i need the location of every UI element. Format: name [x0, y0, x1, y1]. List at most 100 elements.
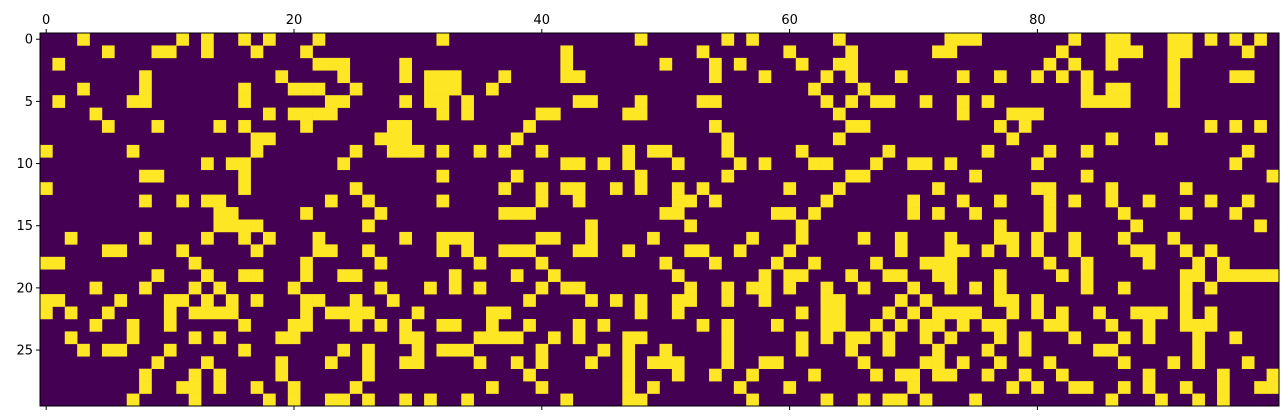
- heatmap-cell: [486, 306, 499, 320]
- heatmap-cell: [1179, 207, 1193, 220]
- heatmap-cell: [783, 244, 797, 258]
- heatmap-cell: [139, 281, 152, 295]
- heatmap-cell: [535, 381, 549, 394]
- heatmap-cell: [510, 356, 524, 369]
- heatmap-cell: [300, 318, 313, 332]
- heatmap-cell: [671, 157, 685, 171]
- heatmap-cell: [436, 244, 450, 258]
- heatmap-cell: [572, 70, 586, 84]
- heatmap-cell: [1204, 281, 1218, 295]
- heatmap-cell: [919, 256, 933, 270]
- heatmap-cell: [498, 306, 512, 320]
- heatmap-cell: [176, 244, 189, 258]
- heatmap-cell: [238, 95, 251, 108]
- heatmap-cell: [1204, 194, 1218, 208]
- heatmap-cell: [238, 269, 251, 282]
- heatmap-cell: [721, 356, 735, 369]
- heatmap-cell: [362, 244, 375, 258]
- heatmap-cell: [510, 244, 524, 258]
- heatmap-cell: [560, 157, 574, 171]
- y-axis-ticks: 0 5 10 15 20 25: [16, 33, 40, 359]
- heatmap-cell: [238, 231, 251, 245]
- heatmap-cell: [1179, 281, 1193, 295]
- heatmap-cell: [473, 356, 487, 369]
- heatmap-cell: [1179, 45, 1193, 59]
- heatmap-cell: [944, 231, 958, 245]
- heatmap-cell: [981, 343, 995, 357]
- heatmap-cell: [709, 70, 722, 84]
- heatmap-cell: [448, 269, 462, 282]
- heatmap-cell: [671, 194, 685, 208]
- heatmap-cell: [894, 231, 908, 245]
- heatmap-cell: [956, 306, 970, 320]
- heatmap-cell: [40, 306, 53, 320]
- heatmap-cell: [1006, 107, 1020, 121]
- heatmap-cell: [919, 318, 933, 332]
- heatmap-cell: [324, 393, 338, 407]
- heatmap-cell: [349, 82, 363, 96]
- heatmap-cell: [1217, 269, 1230, 282]
- heatmap-cell: [758, 281, 772, 295]
- heatmap-cell: [411, 331, 425, 345]
- heatmap-cell: [956, 244, 970, 258]
- heatmap-cell: [585, 244, 598, 258]
- heatmap-cell: [349, 144, 363, 158]
- heatmap-cell: [981, 368, 995, 382]
- y-tick-label: 15: [16, 219, 33, 234]
- heatmap-cell: [733, 57, 747, 71]
- heatmap-cell: [362, 219, 375, 233]
- heatmap-cell: [1031, 306, 1044, 320]
- heatmap-cell: [300, 256, 313, 270]
- heatmap-cell: [213, 194, 227, 208]
- heatmap-cell: [238, 157, 251, 171]
- heatmap-cell: [1006, 132, 1020, 146]
- heatmap-cell: [820, 281, 834, 295]
- heatmap-cell: [1192, 269, 1205, 282]
- heatmap-cell: [1167, 356, 1181, 369]
- heatmap-cell: [238, 219, 251, 233]
- heatmap-cell: [436, 70, 450, 84]
- heatmap-cell: [1117, 95, 1131, 108]
- heatmap-cell: [932, 182, 945, 195]
- heatmap-cell: [560, 281, 574, 295]
- heatmap-cell: [832, 294, 846, 307]
- heatmap-cell: [894, 294, 908, 307]
- heatmap-cell: [498, 331, 512, 345]
- heatmap-cell: [882, 269, 896, 282]
- heatmap-cell: [188, 393, 202, 407]
- heatmap-cell: [1179, 182, 1193, 195]
- heatmap-cell: [1167, 95, 1181, 108]
- heatmap-cell: [448, 231, 462, 245]
- heatmap-cell: [994, 70, 1007, 84]
- heatmap-cell: [535, 107, 549, 121]
- heatmap-cell: [275, 70, 289, 84]
- heatmap-cell: [845, 120, 859, 133]
- heatmap-cell: [758, 157, 772, 171]
- heatmap-cell: [771, 207, 784, 220]
- heatmap-cell: [523, 318, 536, 332]
- heatmap-cell: [808, 368, 821, 382]
- heatmap-cell: [1117, 207, 1131, 220]
- heatmap-cell: [1155, 306, 1168, 320]
- heatmap-cell: [337, 57, 351, 71]
- heatmap-cell: [882, 393, 896, 407]
- heatmap-cell: [820, 194, 834, 208]
- heatmap-cell: [1068, 331, 1082, 345]
- heatmap-cell: [585, 294, 598, 307]
- heatmap-cell: [907, 207, 920, 220]
- heatmap-cell: [213, 120, 227, 133]
- heatmap-cell: [101, 244, 115, 258]
- heatmap-cell: [820, 331, 834, 345]
- heatmap-cell: [238, 120, 251, 133]
- heatmap-cell: [795, 57, 809, 71]
- heatmap-cell: [386, 132, 400, 146]
- heatmap-cell: [820, 157, 834, 171]
- heatmap-cell: [659, 144, 673, 158]
- heatmap-cell: [1105, 45, 1119, 59]
- heatmap-cell: [101, 45, 115, 59]
- heatmap-cell: [535, 256, 549, 270]
- heatmap-cell: [894, 368, 908, 382]
- heatmap-cell: [994, 356, 1007, 369]
- heatmap-cell: [250, 294, 264, 307]
- heatmap-cell: [535, 343, 549, 357]
